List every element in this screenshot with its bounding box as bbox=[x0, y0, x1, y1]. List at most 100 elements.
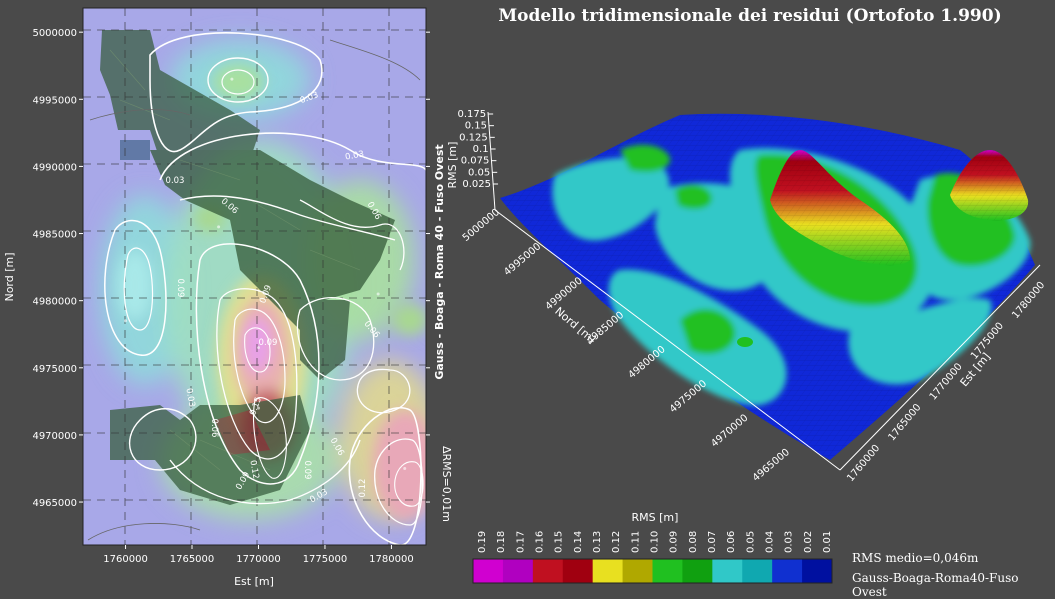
surface-z-tick-label: 0.025 bbox=[462, 179, 491, 190]
map-y-tick-label: 4965000 bbox=[32, 498, 77, 509]
map-x-label: Est [m] bbox=[234, 575, 274, 588]
map-peak-point bbox=[124, 319, 128, 323]
colorbar-tick-label: 0.09 bbox=[669, 531, 680, 553]
colorbar-swatch bbox=[592, 559, 624, 583]
datum-note: Gauss-Boaga-Roma40-Fuso Ovest bbox=[852, 571, 1019, 599]
map-delta-label: ΔRMS=0,01m bbox=[440, 446, 453, 522]
map-peak-point bbox=[217, 225, 221, 229]
contour-label: 0.03 bbox=[166, 176, 185, 186]
map-y-tick-label: 4990000 bbox=[32, 162, 77, 173]
map-y-tick-label: 5000000 bbox=[32, 28, 77, 39]
contour-label: 0.09 bbox=[259, 338, 278, 348]
contour-label: 0.12 bbox=[358, 479, 368, 498]
orthophoto-tiles bbox=[100, 30, 395, 505]
map-x-tick-label: 1765000 bbox=[170, 554, 215, 565]
surface-y-tick-label: 4980000 bbox=[626, 344, 667, 381]
surface-z-tick-label: 0.175 bbox=[457, 109, 486, 120]
colorbar-tick-label: 0.04 bbox=[765, 531, 776, 553]
contour-label: 0.06 bbox=[209, 419, 219, 438]
contour-label: 0.03 bbox=[344, 149, 364, 162]
surface-y-tick-label: 4995000 bbox=[502, 241, 543, 278]
colorbar-swatch bbox=[682, 559, 713, 583]
colorbar-swatch bbox=[712, 559, 743, 583]
map-x-tick-label: 1780000 bbox=[369, 554, 414, 565]
map-y-tick-label: 4985000 bbox=[32, 230, 77, 241]
colorbar-tick-label: 0.19 bbox=[477, 531, 488, 553]
map-y-label: Nord [m] bbox=[3, 252, 16, 301]
colorbar-tick-label: 0.03 bbox=[784, 531, 795, 553]
colorbar-tick-label: 0.13 bbox=[592, 531, 603, 553]
map-peak-point bbox=[256, 346, 260, 350]
rms-mean-note: RMS medio=0,046m bbox=[852, 551, 979, 565]
map-x-tick-label: 1760000 bbox=[103, 554, 148, 565]
surface-x-tick-label: 1760000 bbox=[845, 443, 882, 484]
colorbar-tick-label: 0.18 bbox=[496, 531, 507, 553]
colorbar-swatch bbox=[562, 559, 594, 583]
contour-label: 0.09 bbox=[302, 461, 312, 480]
map-x-tick-label: 1775000 bbox=[303, 554, 348, 565]
contour-label: 0.09 bbox=[175, 279, 185, 298]
surface-y-label: Nord [m] bbox=[552, 305, 598, 347]
contour-label: 0.12 bbox=[247, 459, 260, 479]
surface-plot: 0.1750.150.1250.10.0750.050.025500000049… bbox=[446, 109, 1047, 484]
colorbar-tick-label: 0.17 bbox=[515, 531, 526, 553]
map-y-tick-label: 4980000 bbox=[32, 297, 77, 308]
surface-z-tick-label: 0.05 bbox=[468, 167, 490, 178]
surface-z-tick-label: 0.125 bbox=[459, 132, 488, 143]
colorbar-swatch bbox=[622, 559, 653, 583]
colorbar-tick-label: 0.10 bbox=[650, 531, 661, 553]
map-side-label: Gauss - Boaga - Roma 40 - Fuso Ovest bbox=[433, 144, 446, 379]
surface-y-tick-label: 4970000 bbox=[709, 413, 750, 450]
map-peak-point bbox=[376, 292, 380, 296]
colorbar-swatch bbox=[802, 559, 833, 583]
map-axes: 1760000 1765000 1770000 1775000 1780000 50000… bbox=[32, 28, 430, 565]
colorbar-tick-label: 0.07 bbox=[707, 531, 718, 553]
colorbar-tick-label: 0.11 bbox=[630, 531, 641, 553]
colorbar-swatch bbox=[652, 559, 683, 583]
colorbar-swatch bbox=[742, 559, 773, 583]
colorbar-tick-label: 0.12 bbox=[611, 531, 622, 553]
surface-y-tick-label: 4975000 bbox=[668, 378, 709, 415]
colorbar-tick-label: 0.01 bbox=[822, 531, 833, 553]
colorbar-frame bbox=[472, 558, 833, 584]
colorbar-tick-label: 0.14 bbox=[573, 531, 584, 553]
colorbar-tick-label: 0.16 bbox=[535, 531, 546, 553]
colorbar-swatches bbox=[473, 559, 833, 583]
colorbar-title: RMS [m] bbox=[632, 511, 679, 524]
map-peak-point bbox=[256, 406, 260, 410]
colorbar-tick-label: 0.06 bbox=[726, 531, 737, 553]
colorbar-swatch bbox=[532, 559, 564, 583]
surface-z-tick-label: 0.075 bbox=[461, 156, 490, 167]
surface-z-tick-label: 0.15 bbox=[465, 121, 487, 132]
map-peak-point bbox=[403, 466, 407, 470]
colorbar-tick-label: 0.08 bbox=[688, 531, 699, 553]
colorbar-labels: 0.19 0.18 0.17 0.16 0.15 0.14 0.13 0.12 0.11 0.10… bbox=[477, 531, 833, 553]
colorbar-swatch bbox=[772, 559, 803, 583]
surface-peak-main-mesh bbox=[770, 150, 910, 266]
surface-y-tick-label: 5000000 bbox=[461, 207, 502, 244]
surface-spot bbox=[737, 337, 753, 347]
map-frame bbox=[82, 7, 427, 546]
surface-peak-east-mesh bbox=[950, 150, 1029, 221]
surface-y-tick-label: 4965000 bbox=[751, 447, 792, 484]
colorbar-tick-label: 0.02 bbox=[803, 531, 814, 553]
map-peak-point bbox=[230, 77, 234, 81]
contour-label: 0.03 bbox=[183, 387, 196, 407]
surface-z-tick-label: 0.1 bbox=[473, 144, 489, 155]
surface-x-tick-label: 1765000 bbox=[886, 402, 923, 443]
colorbar-tick-label: 0.15 bbox=[554, 531, 565, 553]
map-y-tick-label: 4975000 bbox=[32, 364, 77, 375]
colorbar-swatch bbox=[473, 559, 504, 583]
map-x-tick-label: 1770000 bbox=[236, 554, 281, 565]
colorbar-tick-label: 0.05 bbox=[745, 531, 756, 553]
surface-z-label: RMS [m] bbox=[446, 142, 459, 189]
contour-map: 0.030.030.030.06 0.060.090.060.030.060.09… bbox=[3, 7, 453, 588]
colorbar-swatch bbox=[502, 559, 534, 583]
map-y-tick-label: 4970000 bbox=[32, 431, 77, 442]
map-y-tick-label: 4995000 bbox=[32, 95, 77, 106]
contour-lines bbox=[87, 32, 426, 545]
colorbar: RMS [m] 0.19 0.18 0.17 0.16 0.15 0.14 0.13 0.12… bbox=[472, 511, 833, 584]
surface-title: Modello tridimensionale dei residui (Ort… bbox=[498, 6, 1002, 26]
